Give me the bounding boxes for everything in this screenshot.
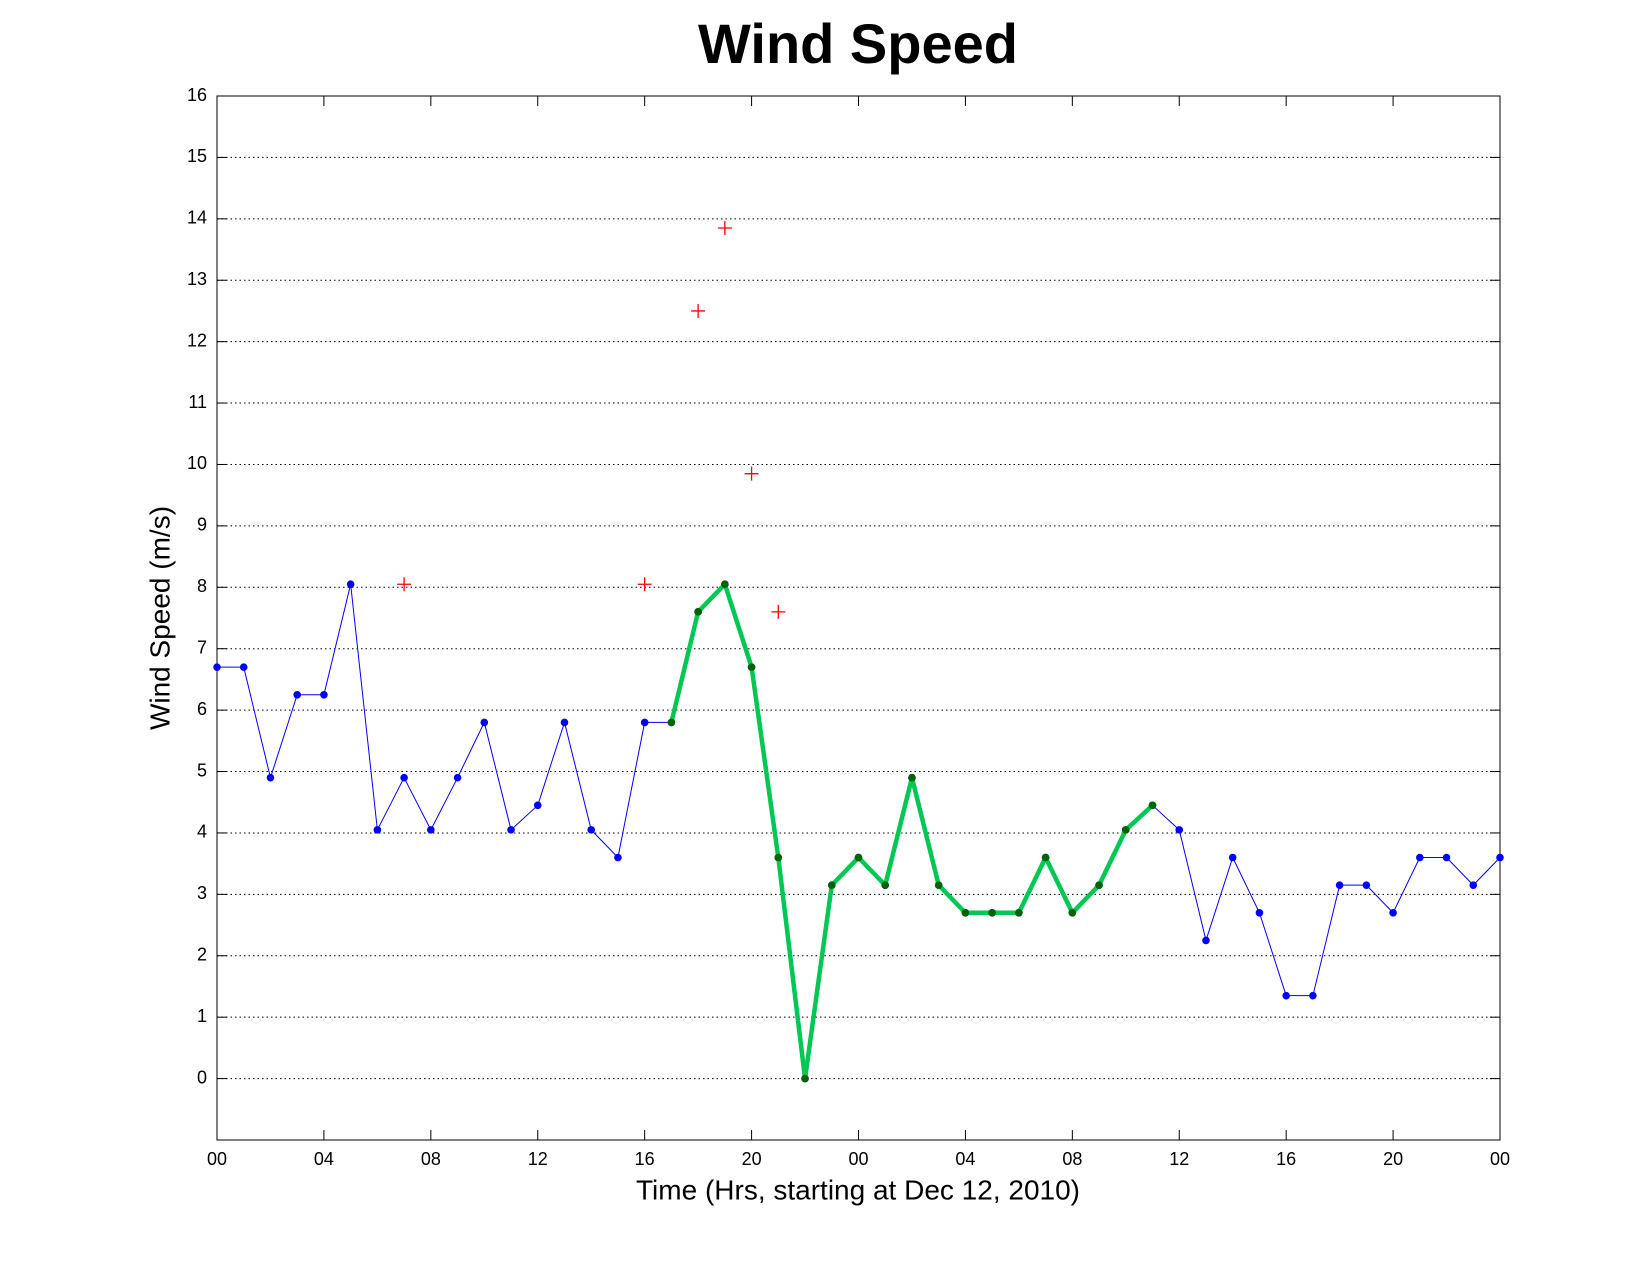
y-tick-label: 3 xyxy=(197,883,207,903)
data-point xyxy=(1148,801,1157,810)
data-point xyxy=(1121,826,1130,834)
y-tick-label: 6 xyxy=(197,699,207,719)
plus-marker xyxy=(397,577,412,592)
y-tick-label: 7 xyxy=(197,637,207,657)
plus-marker xyxy=(771,604,786,619)
y-tick-label: 10 xyxy=(187,453,207,473)
data-point xyxy=(1202,936,1210,945)
x-tick-label: 12 xyxy=(1169,1149,1189,1169)
y-tick-label: 2 xyxy=(197,945,207,965)
data-point xyxy=(694,608,702,616)
data-point xyxy=(1309,991,1317,1000)
data-point xyxy=(507,826,515,834)
data-point xyxy=(614,853,622,862)
x-tick-label: 20 xyxy=(742,1149,762,1169)
x-tick-label: 08 xyxy=(421,1149,441,1169)
data-point xyxy=(1496,853,1504,862)
x-tick-label: 16 xyxy=(635,1149,655,1169)
x-axis-label: Time (Hrs, starting at Dec 12, 2010) xyxy=(636,1174,1080,1205)
data-point xyxy=(320,690,328,699)
y-tick-label: 14 xyxy=(187,208,207,228)
x-tick-label: 00 xyxy=(207,1149,227,1169)
y-tick-label: 16 xyxy=(187,85,207,105)
data-point xyxy=(827,881,836,889)
data-point xyxy=(266,773,275,782)
data-point xyxy=(293,690,301,699)
data-point xyxy=(1335,881,1344,889)
y-tick-label: 12 xyxy=(187,330,207,350)
x-tick-label: 08 xyxy=(1062,1149,1082,1169)
data-point xyxy=(667,718,676,727)
x-tick-label: 12 xyxy=(528,1149,548,1169)
y-tick-label: 9 xyxy=(197,515,207,535)
data-point xyxy=(373,826,382,834)
x-tick-label: 20 xyxy=(1383,1149,1403,1169)
data-point xyxy=(774,853,783,862)
data-point xyxy=(881,881,890,889)
y-tick-label: 4 xyxy=(197,822,207,842)
y-tick-label: 11 xyxy=(188,392,207,412)
data-point xyxy=(1362,881,1371,889)
data-point xyxy=(640,718,649,727)
data-point xyxy=(480,718,489,727)
data-point xyxy=(213,663,221,671)
y-tick-label: 8 xyxy=(197,576,207,596)
data-point xyxy=(1282,991,1290,1000)
y-tick-label: 1 xyxy=(197,1006,207,1026)
plot-frame xyxy=(216,95,1501,1141)
data-point xyxy=(239,663,248,671)
data-point xyxy=(934,881,943,889)
data-point xyxy=(400,773,408,782)
data-point xyxy=(1442,853,1451,862)
data-point xyxy=(1389,908,1397,917)
data-point xyxy=(587,826,596,834)
x-tick-label: 04 xyxy=(314,1149,334,1169)
data-point xyxy=(1095,881,1103,889)
data-point xyxy=(1469,881,1478,889)
chart-title: Wind Speed xyxy=(698,12,1018,75)
data-point xyxy=(961,908,970,917)
plus-marker xyxy=(717,221,732,236)
data-point xyxy=(747,663,756,671)
plus-marker xyxy=(744,466,759,481)
data-point xyxy=(427,826,435,834)
data-point xyxy=(1175,826,1184,834)
data-point xyxy=(453,773,462,782)
y-tick-label: 0 xyxy=(197,1067,207,1087)
data-point xyxy=(1228,853,1237,862)
data-point xyxy=(1416,853,1424,862)
plus-marker xyxy=(691,303,706,318)
x-tick-label: 16 xyxy=(1276,1149,1296,1169)
data-point xyxy=(1015,908,1023,917)
data-point xyxy=(533,801,542,810)
x-tick-label: 00 xyxy=(1490,1149,1510,1169)
data-point xyxy=(854,853,863,862)
data-point xyxy=(1041,853,1050,862)
y-tick-label: 5 xyxy=(197,760,207,780)
y-axis-label: Wind Speed (m/s) xyxy=(144,506,175,730)
y-tick-label: 15 xyxy=(187,146,207,166)
data-point xyxy=(988,908,996,917)
x-tick-label: 04 xyxy=(955,1149,975,1169)
series-line xyxy=(669,581,1155,1081)
x-tick-label: 00 xyxy=(848,1149,868,1169)
y-tick-label: 13 xyxy=(187,269,207,289)
data-point xyxy=(560,718,569,727)
plus-marker xyxy=(637,577,652,592)
data-point xyxy=(801,1074,809,1083)
data-point xyxy=(908,773,916,782)
data-point xyxy=(721,580,729,589)
data-point xyxy=(1068,908,1077,917)
series-line xyxy=(217,583,1501,1080)
data-point xyxy=(1255,908,1264,917)
data-point xyxy=(346,580,355,589)
